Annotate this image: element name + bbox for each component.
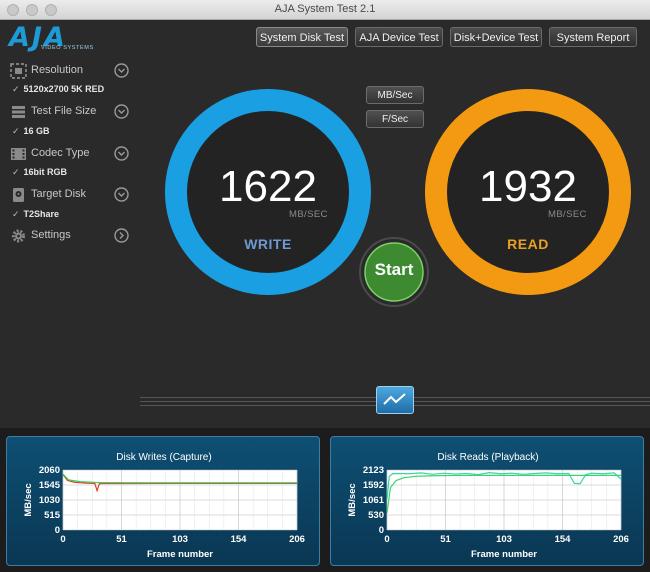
check-icon: ✓ [12, 209, 20, 219]
sidebar-item-label: Test File Size [31, 105, 97, 117]
start-button-shape[interactable] [358, 236, 430, 308]
read-gauge-ring [425, 89, 631, 295]
tab-aja-device-test[interactable]: AJA Device Test [355, 27, 443, 47]
y-tick-label: 1061 [363, 495, 385, 506]
tab-system-report[interactable]: System Report [549, 27, 637, 47]
sidebar-item-codec-type[interactable]: Codec Type [10, 144, 129, 164]
y-tick-label: 530 [368, 510, 384, 521]
sidebar-item-label: Target Disk [31, 188, 87, 200]
x-axis-label: Frame number [471, 549, 537, 560]
fsec-unit-button[interactable]: F/Sec [366, 110, 424, 128]
codec-type-value: ✓ 16bit RGB [12, 167, 67, 178]
resolution-icon [10, 63, 27, 79]
series-line-1 [62, 473, 297, 484]
chart-title: Disk Writes (Capture) [116, 452, 211, 463]
sidebar-item-settings[interactable]: Settings [10, 226, 129, 246]
check-icon: ✓ [12, 126, 20, 136]
y-tick-label: 1545 [39, 480, 61, 491]
series-line-1 [386, 474, 621, 514]
x-tick-label: 154 [231, 534, 248, 545]
sidebar-item-target-disk[interactable]: Target Disk [10, 185, 129, 205]
read-speed-unit: MB/SEC [548, 209, 587, 220]
logo-text: AJA [9, 22, 67, 53]
sidebar-item-label: Resolution [31, 64, 83, 76]
disk-writes-chart: Disk Writes (Capture) 2060 1545 1030 515 0 0 51… [6, 436, 320, 566]
y-axis-label: MB/sec [347, 483, 358, 516]
stack-icon [12, 106, 25, 118]
target-disk-value: ✓ T2Share [12, 209, 59, 220]
tab-system-disk-test[interactable]: System Disk Test [256, 27, 348, 47]
read-label: READ [507, 236, 549, 252]
sidebar-item-test-file-size[interactable]: Test File Size [10, 102, 129, 122]
x-tick-label: 206 [613, 534, 629, 545]
test-file-size-value-text: 16 GB [23, 126, 50, 136]
write-speed-value: 1622 [219, 162, 317, 211]
y-tick-label: 0 [55, 525, 60, 536]
gear-icon [12, 229, 25, 243]
test-file-size-value: ✓ 16 GB [12, 126, 50, 137]
sidebar-item-label: Settings [31, 229, 71, 241]
disk-icon [13, 188, 24, 202]
codec-type-value-text: 16bit RGB [23, 167, 68, 177]
chevron-down-icon[interactable] [114, 187, 129, 202]
write-gauge-ring [165, 89, 371, 295]
chevron-down-icon[interactable] [114, 104, 129, 119]
y-tick-label: 0 [379, 525, 384, 536]
sidebar-item-label: Codec Type [31, 147, 90, 159]
chevron-down-icon[interactable] [114, 146, 129, 161]
check-icon: ✓ [12, 84, 20, 94]
window-titlebar: AJA System Test 2.1 [0, 0, 650, 20]
y-tick-label: 2060 [39, 465, 60, 476]
x-tick-label: 0 [60, 534, 65, 545]
write-label: WRITE [244, 236, 292, 252]
logo-subtitle: VIDEO SYSTEMS [41, 45, 94, 51]
disk-reads-chart-svg: Disk Reads (Playback) 2123 1592 1061 530 00 51… [347, 452, 629, 560]
film-icon [11, 148, 26, 160]
resolution-value: ✓ 5120x2700 5K RED [12, 84, 104, 95]
x-tick-label: 103 [496, 534, 512, 545]
minimize-window-button[interactable] [26, 4, 38, 16]
disk-writes-chart-svg: Disk Writes (Capture) 2060 1545 1030 515 00 51… [23, 452, 305, 560]
y-tick-label: 1592 [363, 480, 384, 491]
sidebar-item-resolution[interactable]: Resolution [10, 61, 129, 81]
zoom-window-button[interactable] [45, 4, 57, 16]
mbsec-unit-button[interactable]: MB/Sec [366, 86, 424, 104]
check-icon: ✓ [12, 167, 20, 177]
close-window-button[interactable] [7, 4, 19, 16]
y-tick-label: 515 [44, 510, 61, 521]
read-speed-value: 1932 [479, 162, 577, 211]
x-tick-label: 51 [116, 534, 127, 545]
chevron-right-icon[interactable] [114, 228, 129, 243]
x-tick-label: 51 [440, 534, 451, 545]
y-tick-label: 1030 [39, 495, 60, 506]
series-line-0 [62, 474, 297, 493]
chevron-down-icon[interactable] [114, 63, 129, 78]
resolution-value-text: 5120x2700 5K RED [23, 84, 105, 94]
x-tick-label: 206 [289, 534, 305, 545]
x-tick-label: 154 [555, 534, 572, 545]
target-disk-value-text: T2Share [23, 209, 60, 219]
start-button[interactable]: Start [374, 260, 414, 279]
disk-reads-chart: Disk Reads (Playback) 2123 1592 1061 530 0 0 51… [330, 436, 644, 566]
graph-icon [383, 393, 406, 405]
x-tick-label: 0 [384, 534, 389, 545]
x-tick-label: 103 [172, 534, 188, 545]
x-axis-label: Frame number [147, 549, 213, 560]
series-line-0 [386, 472, 622, 499]
chart-title: Disk Reads (Playback) [437, 452, 538, 463]
window-title: AJA System Test 2.1 [274, 3, 376, 15]
y-tick-label: 2123 [363, 465, 384, 476]
y-axis-label: MB/sec [23, 483, 34, 516]
graph-toggle-button[interactable] [376, 386, 414, 414]
tab-disk-device-test[interactable]: Disk+Device Test [450, 27, 542, 47]
write-speed-unit: MB/SEC [289, 209, 328, 220]
